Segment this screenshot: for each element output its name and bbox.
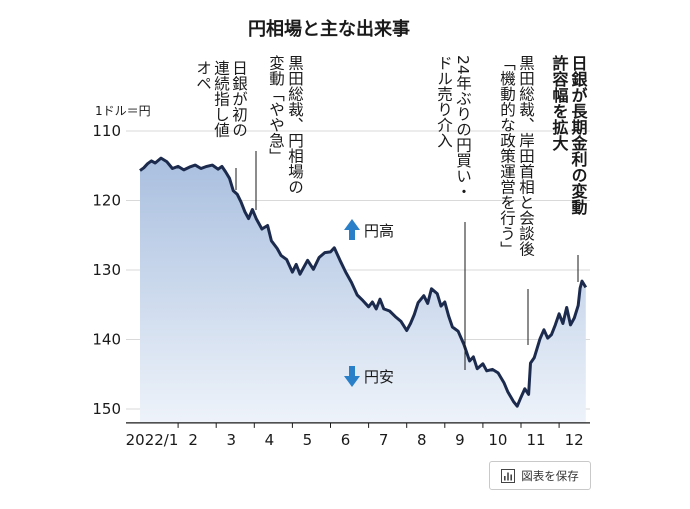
event-2: 黒田総裁、円相場の 変動「やや急」	[267, 55, 304, 195]
y-tick-label: 120	[92, 192, 121, 210]
event-3: 24年ぶりの円買い・ ドル売り介入	[435, 55, 472, 199]
event-3-line-1: 24年ぶりの円買い・	[454, 55, 472, 199]
y-tick-label: 130	[92, 261, 121, 279]
event-5-line-1: 日銀が長期金利の変動	[569, 55, 589, 216]
event-5: 日銀が長期金利の変動 許容幅を拡大	[550, 54, 589, 216]
event-4-line-1: 黒田総裁、岸田首相と会談後	[517, 55, 535, 257]
x-tick-label: 8	[417, 431, 427, 449]
arrow-down-icon	[344, 366, 360, 387]
event-1-line-1: 日銀が初の	[230, 60, 248, 138]
save-chart-label: 図表を保存	[521, 468, 579, 483]
x-tick-label: 7	[379, 431, 389, 449]
y-tick-labels: 110 120 130 140 150	[92, 122, 121, 418]
event-1-line-2: 連続指し値	[212, 60, 230, 138]
y-tick-label: 150	[92, 400, 121, 418]
x-tick-label: 4	[265, 431, 275, 449]
yen-up-indicator: 円高	[344, 219, 394, 240]
event-5-line-2: 許容幅を拡大	[550, 54, 570, 152]
x-tick-label: 9	[455, 431, 465, 449]
x-tick-label: 12	[565, 431, 584, 449]
chart-title: 円相場と主な出来事	[248, 18, 410, 40]
x-tick-label: 10	[488, 431, 507, 449]
x-tick-label: 6	[341, 431, 351, 449]
y-tick-label: 110	[92, 122, 121, 140]
event-1: 日銀が初の 連続指し値 オペ	[194, 60, 248, 138]
event-4: 黒田総裁、岸田首相と会談後 「機動的な政策運営を行う」	[498, 55, 535, 257]
down-label: 円安	[364, 368, 394, 386]
x-tick-label: 5	[303, 431, 313, 449]
arrow-up-icon	[344, 219, 360, 240]
up-label: 円高	[364, 222, 394, 240]
x-tick-label: 3	[226, 431, 236, 449]
series-line	[139, 156, 588, 408]
x-tick-label: 2	[188, 431, 198, 449]
y-unit-label: 1ドル＝円	[95, 104, 151, 118]
x-tick-labels: 2022/1 2 3 4 5 6 7 8 9 10 11 12	[126, 422, 584, 449]
event-leader-lines	[235, 151, 579, 370]
x-tick-label: 2022/1	[126, 431, 179, 449]
event-2-line-1: 黒田総裁、円相場の	[286, 55, 304, 195]
event-3-line-2: ドル売り介入	[435, 55, 453, 148]
event-2-line-2: 変動「やや急」	[267, 55, 285, 164]
series-area	[140, 158, 586, 423]
yen-down-indicator: 円安	[344, 366, 394, 387]
bar-chart-icon	[501, 468, 516, 483]
save-chart-button[interactable]: 図表を保存	[489, 461, 591, 490]
event-4-line-2: 「機動的な政策運営を行う」	[498, 55, 516, 257]
event-1-line-3: オペ	[194, 60, 212, 91]
x-tick-label: 11	[527, 431, 546, 449]
y-tick-label: 140	[92, 331, 121, 349]
